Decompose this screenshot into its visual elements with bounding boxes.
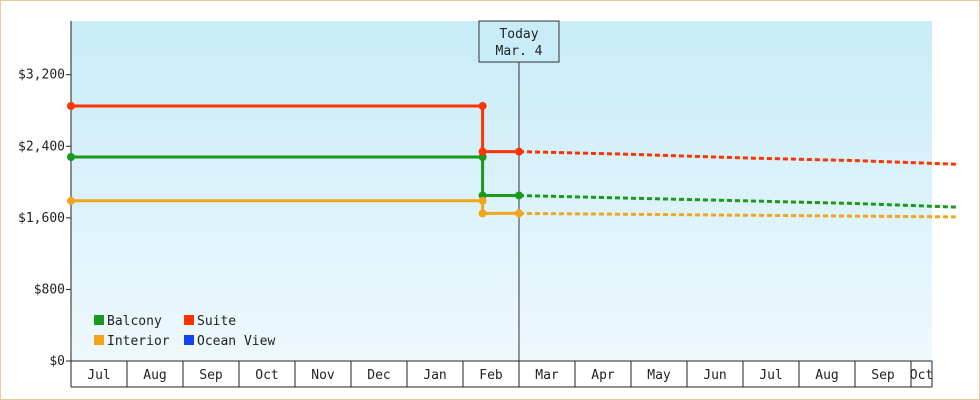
suite-history-line [71,104,519,154]
x-tick-label: Sep [871,368,895,383]
x-tick-label: Jun [703,368,726,383]
interior-forecast-line [518,211,956,219]
legend-label-suite: Suite [197,314,236,329]
interior-point [478,196,487,205]
legend-label-interior: Interior [107,334,170,349]
legend-swatch-ocean-view [184,335,194,345]
x-tick-label: Jul [759,368,782,383]
x-tick-label: Jul [87,368,110,383]
today-date: Mar. 4 [496,44,543,59]
balcony-point [515,191,523,200]
legend-label-ocean-view: Ocean View [197,334,275,349]
y-tick-label: $2,400 [18,139,65,154]
today-label: Today [499,27,538,42]
suite-point [515,147,523,156]
x-tick-label: May [647,368,671,383]
interior-point [67,196,75,205]
x-tick-label: Mar [535,368,559,383]
x-tick-label: Feb [479,368,503,383]
x-tick-label: Dec [367,368,390,383]
suite-point [67,102,75,110]
suite-forecast-line [518,150,956,166]
y-tick-label: $1,600 [18,211,65,226]
x-tick-label: Aug [815,368,838,383]
balcony-point [67,153,75,161]
x-tick-label: Sep [199,368,223,383]
balcony-forecast-line [518,194,956,209]
interior-history-line [71,199,519,215]
today-label-box [478,20,560,63]
y-tick-label: $0 [49,354,65,369]
legend-swatch-suite [184,315,194,325]
legend-label-balcony: Balcony [107,314,162,329]
balcony-history-line [71,155,519,197]
x-tick-label: Oct [255,368,278,383]
y-tick-label: $3,200 [18,68,65,83]
suite-point [478,147,487,156]
y-tick-label: $800 [34,282,65,297]
x-tick-label: Jan [423,368,446,383]
plot-background [71,21,932,361]
x-tick-label: Aug [143,368,166,383]
legend-swatch-interior [94,335,104,345]
x-tick-label: Apr [591,368,615,383]
interior-point [478,209,487,218]
interior-point [515,209,523,218]
x-tick-label: Oct [910,368,933,383]
suite-point [478,102,487,110]
legend-swatch-balcony [94,315,104,325]
x-tick-label: Nov [311,368,335,383]
